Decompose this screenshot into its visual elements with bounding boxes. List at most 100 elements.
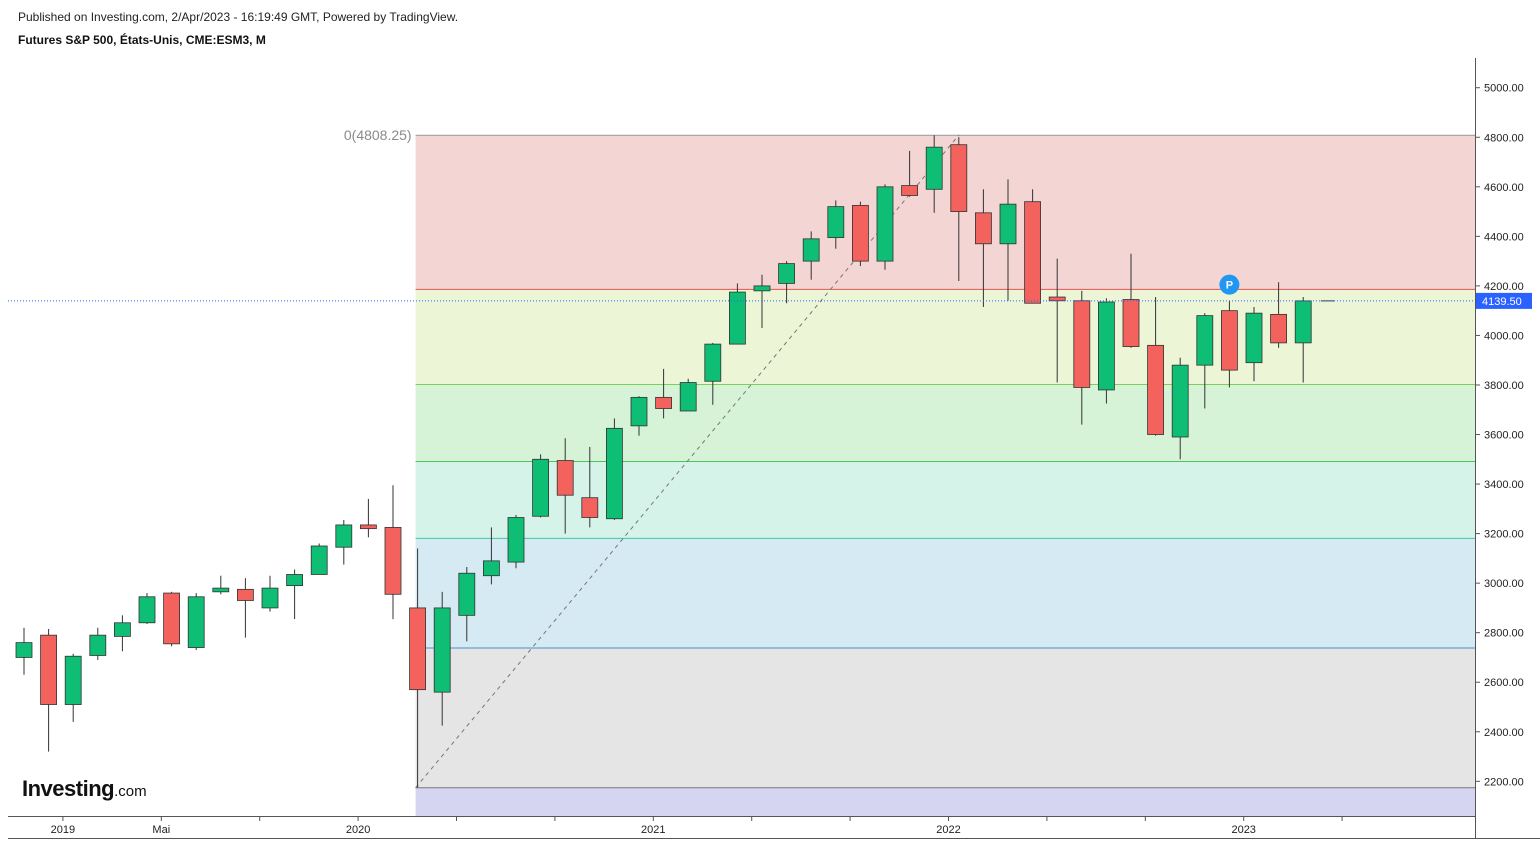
- candle-body: [433, 607, 451, 693]
- published-line: Published on Investing.com, 2/Apr/2023 -…: [18, 10, 459, 24]
- x-tick-label: 2019: [51, 824, 75, 836]
- candle: [704, 342, 722, 405]
- candle-body: [1196, 315, 1214, 366]
- candle: [236, 578, 254, 638]
- x-tick-label: 2021: [641, 824, 665, 836]
- candle: [409, 548, 427, 788]
- candle-body: [1048, 296, 1066, 302]
- candle-body: [261, 587, 279, 609]
- candle-body: [40, 634, 57, 705]
- logo-name: Investing: [22, 776, 115, 801]
- candle: [1245, 306, 1263, 382]
- candle: [876, 184, 894, 270]
- candle-body: [384, 527, 402, 595]
- fib-zone: [415, 538, 1476, 649]
- y-tick-label: 2400.00: [1484, 727, 1524, 739]
- candle-body: [64, 655, 82, 705]
- candle: [1221, 300, 1238, 388]
- candle: [606, 418, 623, 520]
- y-tick-label: 3600.00: [1484, 430, 1524, 442]
- candle-body: [163, 592, 181, 645]
- y-tick-label: 3800.00: [1484, 380, 1524, 392]
- candle-body: [310, 545, 328, 575]
- candle-body: [556, 460, 574, 496]
- fib-zone: [415, 384, 1476, 462]
- candle: [679, 378, 697, 412]
- candle: [901, 150, 918, 197]
- fibonacci-retracement[interactable]: 0(4808.25): [344, 127, 1476, 816]
- candle: [458, 567, 476, 642]
- candle: [163, 591, 181, 647]
- candle-body: [212, 587, 230, 593]
- candle-body: [581, 497, 599, 518]
- candle: [1171, 357, 1189, 460]
- fib-zone: [415, 289, 1476, 385]
- candle: [1024, 189, 1041, 304]
- y-tick-label: 4800.00: [1484, 132, 1524, 144]
- x-tick-label: Mai: [152, 824, 170, 836]
- marker-badge: [1219, 274, 1240, 295]
- candle-body: [704, 343, 722, 382]
- candle: [852, 201, 869, 267]
- candle-body: [999, 203, 1017, 245]
- y-tick-label: 4000.00: [1484, 330, 1524, 342]
- candle-body: [335, 524, 353, 548]
- candle: [950, 137, 968, 281]
- candle: [64, 653, 82, 722]
- candle: [1073, 290, 1091, 425]
- candle-body: [852, 204, 869, 262]
- x-tick-label: 2022: [936, 824, 960, 836]
- candle: [630, 396, 648, 436]
- candle-body: [1171, 364, 1189, 438]
- candle-body: [409, 607, 427, 691]
- y-tick-label: 2600.00: [1484, 677, 1524, 689]
- candle: [532, 454, 549, 518]
- price-axis[interactable]: 2200.00 2400.00 2600.00 2800.00 3000.00 3200.…: [1475, 83, 1532, 789]
- x-tick-label: 2020: [346, 824, 370, 836]
- y-tick-label: 3000.00: [1484, 578, 1524, 590]
- time-axis[interactable]: 2019 Mai 2020 2021 2022 2023: [51, 816, 1343, 836]
- last-price-label: 4139.50: [1482, 296, 1522, 308]
- candle-body: [679, 382, 697, 412]
- candle-body: [1098, 301, 1115, 391]
- candle-body: [15, 642, 33, 658]
- candle: [556, 438, 574, 534]
- y-tick-label: 4400.00: [1484, 231, 1524, 243]
- candle-body: [630, 396, 648, 427]
- candle: [802, 231, 820, 280]
- candle: [114, 615, 131, 652]
- candle-body: [286, 574, 304, 587]
- logo-suffix: .com: [114, 783, 147, 800]
- candle: [89, 627, 107, 660]
- candle: [286, 569, 304, 620]
- candle: [384, 485, 402, 620]
- candle-body: [507, 517, 525, 563]
- fib-zone: [415, 461, 1476, 539]
- overlays: P: [8, 274, 1475, 302]
- candle: [1098, 298, 1115, 404]
- candle-body: [1245, 312, 1263, 364]
- fib-zone: [415, 135, 1476, 290]
- candle-body: [975, 212, 992, 245]
- fib-zone: [415, 648, 1476, 788]
- candle-body: [876, 186, 894, 262]
- candle-body: [655, 396, 672, 409]
- candle: [40, 628, 57, 752]
- candle-body: [827, 206, 845, 238]
- candle: [187, 593, 205, 651]
- candle: [999, 179, 1017, 301]
- candle: [212, 575, 230, 595]
- candle-body: [1024, 201, 1041, 304]
- candle-body: [187, 596, 205, 648]
- investing-logo: Investing.com: [22, 776, 147, 802]
- candle: [433, 591, 451, 726]
- candle-body: [458, 572, 476, 616]
- candle: [827, 200, 845, 249]
- candle-body: [482, 560, 500, 577]
- y-tick-label: 3400.00: [1484, 479, 1524, 491]
- candle-body: [138, 596, 156, 624]
- candle: [581, 446, 599, 528]
- candle-body: [89, 634, 107, 656]
- y-tick-label: 4200.00: [1484, 281, 1524, 293]
